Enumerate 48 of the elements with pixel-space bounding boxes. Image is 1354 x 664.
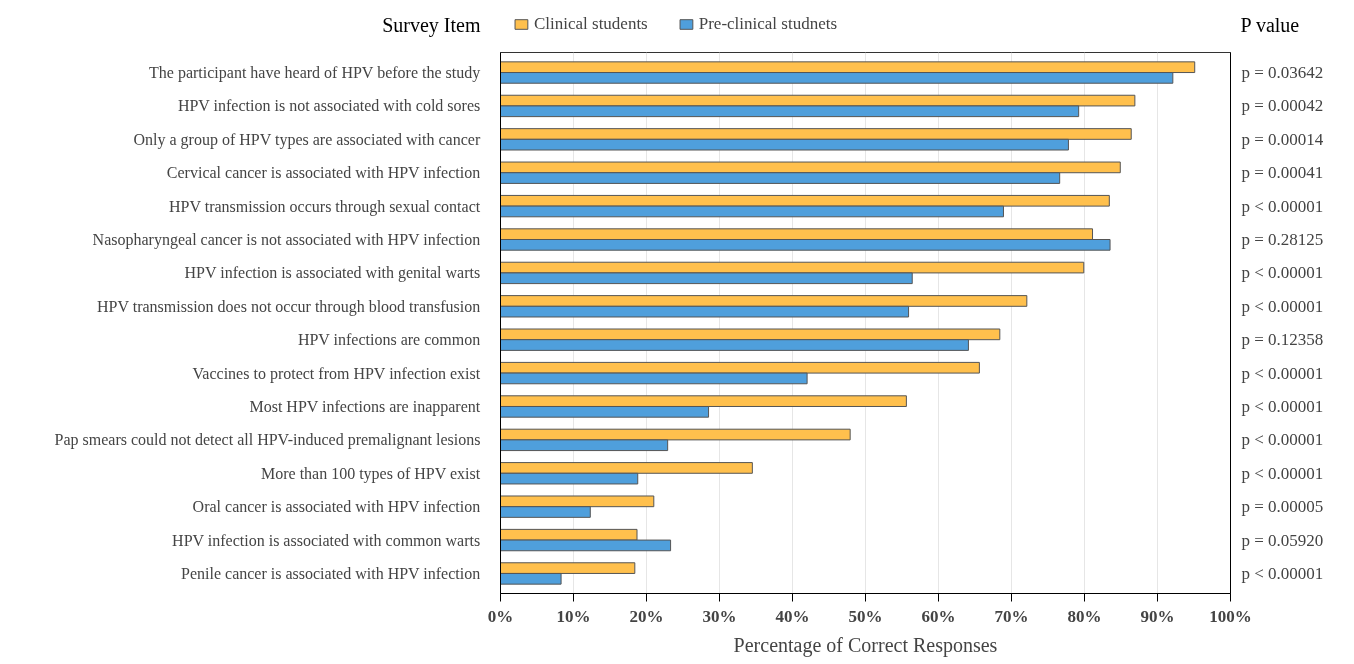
y-axis-title: Survey Item — [382, 13, 481, 37]
y-tick-label: HPV infections are common — [297, 331, 481, 349]
text: p < 0.00001 — [1241, 263, 1324, 283]
legend-label: Pre-clinical studnets — [698, 14, 838, 34]
y-tick-label: Pap smears could not detect all HPV-induced premalignant lesions — [54, 431, 481, 450]
x-tick-label: 0% — [487, 606, 514, 626]
x-tick-label: 50% — [848, 606, 883, 626]
x-tick-label: 80% — [1067, 606, 1102, 626]
y-tick-label: Oral cancer is associated with HPV infection — [192, 498, 481, 516]
x-tick-label: 90% — [1140, 606, 1175, 626]
text: p = 0.12358 — [1241, 330, 1324, 350]
x-tick-label: 60% — [921, 606, 956, 626]
text: p = 0.03642 — [1241, 63, 1324, 83]
text: p < 0.00001 — [1241, 196, 1324, 216]
x-tick-label: 40% — [775, 606, 810, 626]
text: p = 0.05920 — [1241, 530, 1324, 550]
legend-label: Clinical students — [533, 14, 648, 34]
text: p < 0.00001 — [1241, 430, 1324, 450]
text: p < 0.00001 — [1241, 463, 1324, 483]
text: p < 0.00001 — [1241, 296, 1324, 316]
y-tick-label: More than 100 types of HPV exist — [260, 464, 481, 483]
y-tick-label: HPV infection is associated with common warts — [172, 531, 481, 549]
text: p < 0.00001 — [1241, 563, 1324, 583]
y-tick-label: Nasopharyngeal cancer is not associated with HPV infection — [92, 231, 481, 250]
y-tick-label: The participant have heard of HPV before the study — [149, 64, 481, 83]
y-tick-label: Cervical cancer is associated with HPV infection — [166, 164, 481, 182]
y-tick-label: HPV transmission occurs through sexual contact — [169, 197, 481, 216]
text: p < 0.00001 — [1241, 396, 1324, 416]
y2-axis-title: P value — [1240, 13, 1300, 36]
y-tick-label: HPV transmission does not occur through blood transfusion — [96, 297, 481, 316]
y-tick-label: Vaccines to protect from HPV infection exist — [192, 364, 481, 383]
x-tick-label: 100% — [1209, 606, 1252, 626]
y-tick-label: HPV infection is not associated with cold sores — [177, 97, 481, 115]
text: p = 0.00005 — [1241, 497, 1324, 517]
text: p = 0.28125 — [1241, 230, 1324, 250]
x-tick-label: 10% — [556, 606, 591, 626]
y-tick-label: Only a group of HPV types are associated with cancer — [133, 130, 481, 149]
x-tick-label: 20% — [629, 606, 664, 626]
text: p = 0.00042 — [1241, 96, 1324, 116]
x-tick-label: 30% — [702, 606, 737, 626]
x-tick-label: 70% — [994, 606, 1029, 626]
text: p = 0.00014 — [1241, 129, 1324, 149]
text: p < 0.00001 — [1241, 363, 1324, 383]
x-axis-title: Percentage of Correct Responses — [733, 633, 998, 657]
y-tick-label: Most HPV infections are inapparent — [249, 397, 481, 416]
y-tick-label: Penile cancer is associated with HPV infection — [181, 564, 481, 582]
y-tick-label: HPV infection is associated with genital warts — [184, 264, 481, 283]
text: p = 0.00041 — [1241, 163, 1324, 183]
